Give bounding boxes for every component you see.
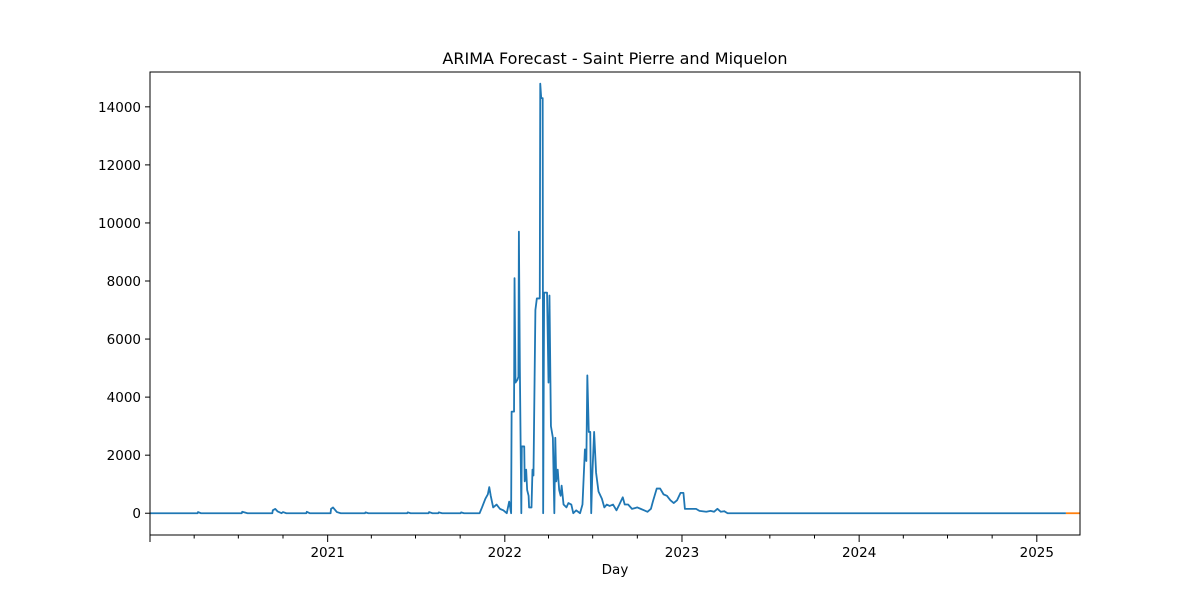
x-tick-label: 2021 [310, 545, 344, 561]
y-tick-label: 14000 [98, 100, 141, 116]
plot-frame [149, 71, 1081, 536]
y-tick-label: 6000 [107, 332, 141, 348]
x-tick-label: 2025 [1020, 545, 1054, 561]
y-tick-label: 4000 [107, 390, 141, 406]
y-tick-label: 2000 [107, 448, 141, 464]
y-axis: 0 2000 4000 6000 8000 10000 12000 14000 [98, 100, 150, 522]
y-tick-label: 0 [132, 506, 141, 522]
x-tick-label: 2022 [488, 545, 522, 561]
y-tick-label: 8000 [107, 274, 141, 290]
plot-area [149, 71, 1081, 536]
x-tick-label: 2023 [665, 545, 699, 561]
history-series-line [150, 82, 1066, 515]
x-axis: 2021 2022 2023 2024 2025 [149, 535, 1054, 561]
x-tick-label: 2024 [842, 545, 876, 561]
x-axis-label: Day [602, 562, 629, 578]
y-tick-label: 10000 [98, 216, 141, 232]
chart-title: ARIMA Forecast - Saint Pierre and Miquel… [442, 49, 787, 68]
y-tick-label: 12000 [98, 158, 141, 174]
